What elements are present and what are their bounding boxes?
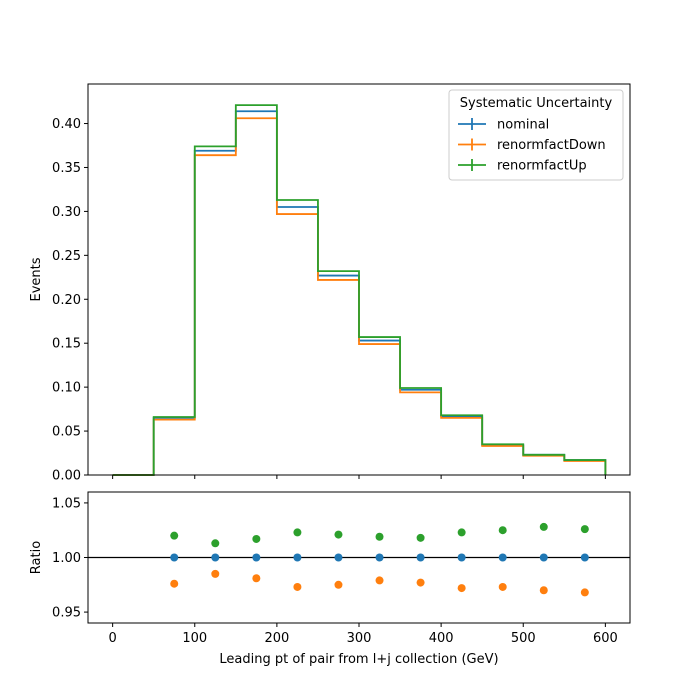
ratio-point-renormfactUp xyxy=(170,531,179,540)
ratio-point-nominal xyxy=(580,553,589,562)
main-plot-panel: 0.00 0.05 0.10 0.15 0.20 0.25 0.30 0.35 0.40 Eve… xyxy=(29,83,631,484)
main-plot-frame xyxy=(87,83,631,476)
x-tick-label: 200 xyxy=(264,631,289,646)
main-y-tick-label: 0.15 xyxy=(52,337,81,352)
ratio-point-renormfactUp xyxy=(416,533,425,542)
legend-label: nominal xyxy=(497,118,549,133)
ratio-point-nominal xyxy=(498,553,507,562)
main-y-tick-label: 0.10 xyxy=(52,381,81,396)
main-y-tick-label: 0.05 xyxy=(52,425,81,440)
ratio-y-tick-label: 1.00 xyxy=(52,551,81,566)
ratio-point-renormfactDown xyxy=(375,576,384,585)
main-y-tick-label: 0.20 xyxy=(52,293,81,308)
x-tick-label: 600 xyxy=(593,631,618,646)
ratio-point-renormfactUp xyxy=(252,534,261,543)
ratio-y-tick-label: 0.95 xyxy=(52,606,81,621)
main-y-tick-label: 0.00 xyxy=(52,469,81,484)
ratio-plot-panel: 0.95 1.00 1.05 0 100 200 300 400 500 600 Ratio L… xyxy=(29,491,631,667)
ratio-point-renormfactDown xyxy=(498,582,507,591)
ratio-y-axis-label: Ratio xyxy=(29,541,44,574)
ratio-x-axis-ticks: 0 100 200 300 400 500 600 xyxy=(108,623,618,646)
ratio-point-renormfactDown xyxy=(539,586,548,595)
legend-entry-renormfactUp: renormfactUp xyxy=(458,159,587,174)
legend-label: renormfactUp xyxy=(497,159,587,174)
main-y-axis-ticks: 0.00 0.05 0.10 0.15 0.20 0.25 0.30 0.35 0.40 xyxy=(52,117,88,484)
ratio-point-nominal xyxy=(334,553,343,562)
ratio-point-nominal xyxy=(457,553,466,562)
legend-box xyxy=(448,89,624,181)
ratio-point-renormfactUp xyxy=(211,539,220,548)
ratio-point-nominal xyxy=(416,553,425,562)
legend-label: renormfactDown xyxy=(497,138,606,153)
x-tick-label: 100 xyxy=(182,631,207,646)
main-step-histograms xyxy=(112,104,607,476)
ratio-point-renormfactDown xyxy=(293,582,302,591)
main-y-axis-label: Events xyxy=(29,257,44,301)
ratio-point-renormfactUp xyxy=(457,528,466,537)
legend: Systematic Uncertainty nominal renormfact… xyxy=(448,89,624,181)
ratio-point-nominal xyxy=(293,553,302,562)
ratio-point-renormfactUp xyxy=(375,532,384,541)
ratio-point-nominal xyxy=(170,553,179,562)
x-axis-label: Leading pt of pair from l+j collection (… xyxy=(219,652,498,667)
ratio-point-renormfactDown xyxy=(580,588,589,597)
ratio-point-renormfactDown xyxy=(334,580,343,589)
ratio-y-axis-ticks: 0.95 1.00 1.05 xyxy=(52,496,88,621)
ratio-point-renormfactUp xyxy=(580,525,589,534)
step-line-renormfactUp xyxy=(112,104,607,476)
legend-title: Systematic Uncertainty xyxy=(460,96,613,111)
ratio-point-nominal xyxy=(211,553,220,562)
ratio-point-renormfactDown xyxy=(457,584,466,593)
ratio-point-renormfactUp xyxy=(334,530,343,539)
ratio-point-renormfactDown xyxy=(211,569,220,578)
ratio-y-tick-label: 1.05 xyxy=(52,496,81,511)
ratio-point-nominal xyxy=(375,553,384,562)
ratio-point-renormfactUp xyxy=(539,522,548,531)
legend-entry-nominal: nominal xyxy=(458,118,549,133)
x-tick-label: 0 xyxy=(108,631,116,646)
ratio-points xyxy=(170,522,589,597)
main-y-tick-label: 0.30 xyxy=(52,205,81,220)
ratio-plot-frame xyxy=(87,491,631,624)
main-y-tick-label: 0.35 xyxy=(52,161,81,176)
main-y-tick-label: 0.40 xyxy=(52,117,81,132)
x-tick-label: 500 xyxy=(511,631,536,646)
main-x-axis-ticks xyxy=(112,475,606,479)
ratio-point-renormfactDown xyxy=(416,578,425,587)
x-tick-label: 300 xyxy=(347,631,372,646)
x-tick-label: 400 xyxy=(429,631,454,646)
ratio-point-renormfactUp xyxy=(293,528,302,537)
main-y-tick-label: 0.25 xyxy=(52,249,81,264)
ratio-point-renormfactDown xyxy=(170,579,179,588)
legend-entries: nominal renormfactDown renormfactUp xyxy=(458,118,606,174)
ratio-point-nominal xyxy=(252,553,261,562)
ratio-point-nominal xyxy=(539,553,548,562)
legend-entry-renormfactDown: renormfactDown xyxy=(458,138,606,153)
ratio-point-renormfactUp xyxy=(498,526,507,535)
ratio-point-renormfactDown xyxy=(252,574,261,583)
